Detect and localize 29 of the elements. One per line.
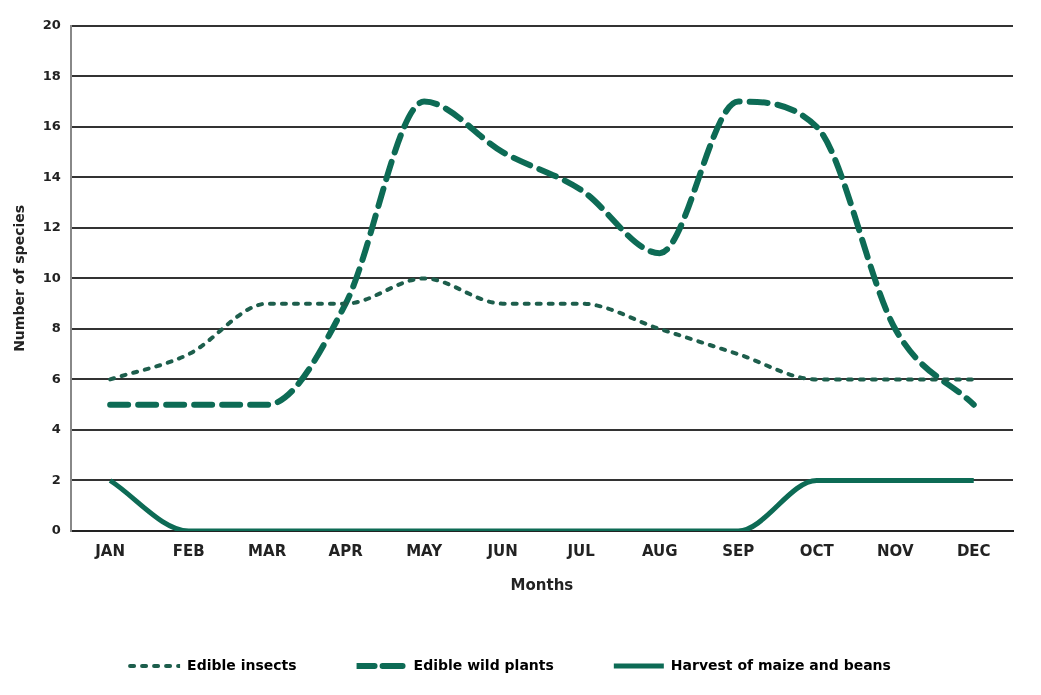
y-tick-label: 8 [51, 320, 61, 336]
y-tick-label: 14 [42, 168, 61, 184]
legend-label: Harvest of maize and beans [670, 656, 891, 673]
y-tick-label: 2 [51, 471, 61, 487]
x-tick-label: JUN [486, 541, 518, 560]
x-tick-label: NOV [876, 541, 914, 560]
x-tick-label: DEC [956, 541, 991, 560]
x-tick-label: FEB [172, 541, 205, 560]
legend-label: Edible wild plants [413, 656, 554, 673]
y-tick-label: 6 [51, 370, 61, 386]
x-tick-label: OCT [799, 541, 835, 560]
y-tick-label: 4 [51, 421, 61, 437]
x-tick-label: AUG [641, 541, 678, 560]
x-tick-label: JAN [94, 541, 126, 560]
y-tick-label: 0 [51, 522, 61, 538]
y-axis-title: Number of species [11, 204, 28, 352]
legend-label: Edible insects [187, 656, 297, 673]
y-tick-label: 10 [42, 269, 61, 285]
x-tick-label: MAR [248, 541, 287, 560]
x-tick-label: SEP [722, 541, 755, 560]
y-tick-label: 12 [42, 219, 61, 235]
x-tick-label: APR [328, 541, 364, 560]
y-tick-label: 20 [42, 17, 61, 33]
line-series [108, 276, 976, 382]
x-tick-label: MAY [406, 541, 444, 560]
y-tick-label: 16 [42, 118, 61, 134]
y-tick-label: 18 [42, 67, 61, 83]
x-tick-label: JUL [566, 541, 596, 560]
x-axis-title: Months [510, 575, 574, 594]
